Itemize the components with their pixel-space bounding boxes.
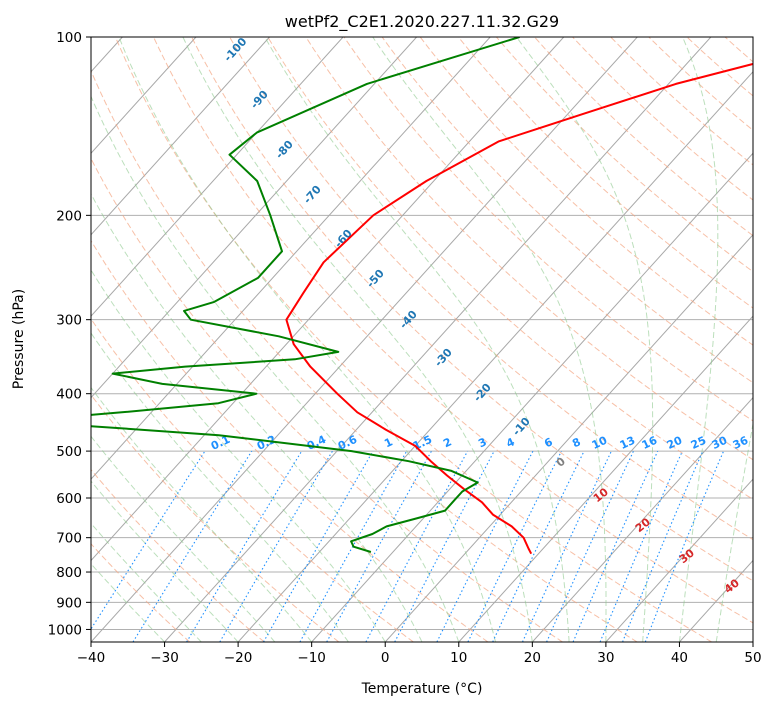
x-tick-label: 40: [671, 650, 688, 666]
moist-adiabat: [91, 480, 239, 642]
plot-frame: [90, 36, 754, 643]
mixing-ratio-line: [326, 450, 432, 642]
chart-title: wetPf2_C2E1.2020.227.11.32.G29: [285, 12, 559, 32]
moist-adiabat: [678, 37, 719, 642]
dry-adiabat: [457, 37, 753, 309]
mixing-ratio-line: [91, 450, 206, 630]
y-axis-ticks: 100 200 300 400 500 600 700 800 900 1000: [48, 30, 91, 638]
moist-adiabats: [91, 37, 753, 642]
y-tick-label: 300: [56, 313, 82, 329]
x-axis-ticks: −40 −30 −20 −10 0 10 20 30 40 50: [77, 642, 762, 666]
y-tick-label: 700: [56, 531, 82, 547]
mixing-ratio-label: 36: [731, 434, 751, 452]
moist-adiabat: [91, 95, 460, 642]
y-tick-label: 400: [56, 387, 82, 403]
y-tick-label: 500: [56, 444, 82, 460]
dewpoint-profile: [91, 37, 520, 553]
x-tick-label: −30: [150, 650, 179, 666]
x-axis-label: Temperature (°C): [361, 681, 483, 697]
y-tick-label: 1000: [48, 622, 82, 638]
moist-adiabat: [118, 37, 497, 642]
x-tick-label: 10: [450, 650, 467, 666]
mixing-ratio-label: 13: [618, 434, 637, 452]
moist-adiabat: [91, 563, 165, 642]
dry-adiabat: [91, 157, 563, 642]
x-tick-label: −10: [297, 650, 326, 666]
moist-adiabat: [264, 37, 570, 642]
mixing-ratio-line: [186, 450, 303, 642]
isotherm-line: [91, 37, 418, 399]
isotherm-line: [164, 37, 712, 642]
x-tick-label: −20: [224, 650, 253, 666]
mixing-ratio-line: [572, 450, 659, 642]
mixing-ratio-label: 25: [689, 434, 708, 452]
mixing-ratio-line: [599, 450, 683, 642]
dry-adiabat: [153, 37, 753, 624]
y-axis-label: Pressure (hPa): [11, 289, 27, 389]
dry-adiabat: [419, 37, 753, 346]
dry-adiabat: [91, 239, 489, 642]
isotherm-line: [91, 37, 197, 155]
mixing-ratio-line: [467, 450, 562, 642]
x-tick-label: −40: [77, 650, 106, 666]
moist-adiabat: [91, 522, 202, 642]
mixing-ratio-label: 30: [710, 434, 730, 452]
isotherm-line: [91, 37, 491, 480]
dry-adiabat: [91, 318, 414, 642]
y-tick-label: 100: [56, 30, 82, 46]
dry-adiabat: [343, 37, 753, 422]
y-tick-label: 200: [56, 208, 82, 224]
mixing-ratio-label: 20: [665, 434, 685, 452]
mixing-ratio-line: [644, 450, 725, 642]
dry-adiabat: [305, 37, 753, 461]
isotherm-line: [91, 37, 344, 317]
dry-adiabat: [91, 468, 265, 642]
profiles: [91, 37, 753, 555]
moist-adiabat: [91, 386, 313, 642]
dry-adiabat: [229, 37, 753, 541]
dry-adiabat: [267, 37, 753, 500]
isotherm-line: [91, 37, 270, 236]
dry-adiabat: [191, 37, 753, 582]
mixing-ratio-label: 16: [640, 434, 660, 452]
moist-adiabat: [91, 269, 386, 642]
mixing-ratio-lines: [91, 450, 725, 642]
isotherm-line: [237, 71, 753, 642]
plot-area: [91, 37, 753, 642]
x-tick-label: 0: [381, 650, 390, 666]
mixing-ratio-line: [622, 450, 704, 642]
isotherm-line: [458, 315, 753, 642]
mixing-ratio-line: [546, 450, 634, 642]
mixing-ratio-line: [365, 450, 469, 642]
mixing-ratio-line: [436, 450, 534, 642]
y-tick-label: 800: [56, 565, 82, 581]
moist-adiabat: [91, 435, 276, 642]
isotherm-line: [605, 478, 753, 642]
x-tick-label: 20: [524, 650, 541, 666]
mixing-ratio-line: [299, 450, 408, 642]
moist-adiabat: [372, 37, 607, 642]
moist-adiabat: [715, 421, 753, 642]
temperature-profile: [285, 62, 753, 555]
y-tick-label: 900: [56, 595, 82, 611]
moist-adiabat: [91, 192, 423, 642]
plot-content: 0.1 0.2 0.4 0.6 1 1.5 2 3 4 6 8 10 13 16 20 25 30 36-100-…: [91, 37, 753, 642]
dry-adiabat: [91, 69, 638, 642]
moist-adiabat: [515, 37, 654, 642]
x-tick-label: 50: [744, 650, 761, 666]
x-tick-label: 30: [597, 650, 614, 666]
y-tick-label: 600: [56, 491, 82, 507]
mixing-ratio-label: 10: [590, 434, 610, 452]
isotherm-line: [531, 396, 753, 642]
isotherm-grid: [91, 37, 753, 642]
isotherm-line: [384, 233, 753, 642]
